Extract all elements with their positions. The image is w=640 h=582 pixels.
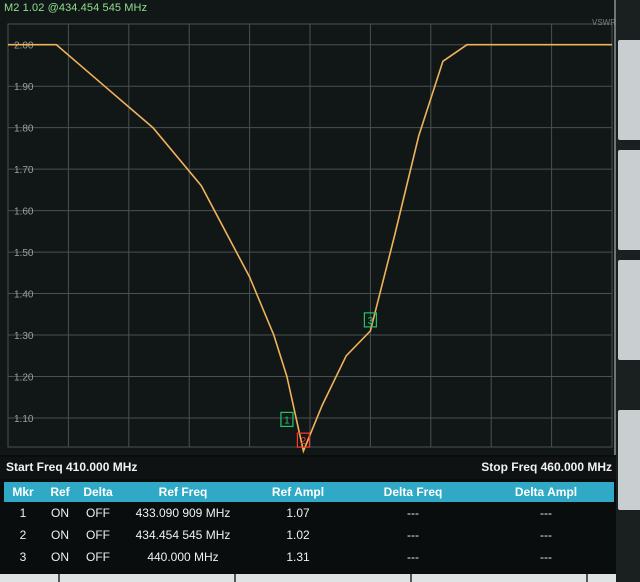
softkey-divider [586,574,588,582]
col-ref-freq: Ref Freq [118,482,248,502]
col-delta-ampl: Delta Ampl [478,482,614,502]
table-row[interactable]: 2 ON OFF 434.454 545 MHz 1.02 --- --- [4,524,614,546]
cell-delta-freq: --- [407,550,419,564]
col-mkr: Mkr [4,482,42,502]
cell-delta-ampl: --- [540,550,552,564]
cell-ref-freq: 440.000 MHz [147,550,219,564]
cell-ref: ON [51,506,69,520]
cell-ref-ampl: 1.02 [286,528,310,542]
marker-label: 2 [301,436,307,447]
y-tick-label: 1.20 [14,373,34,384]
softkey-1[interactable] [618,40,640,140]
table-row[interactable]: 1 ON OFF 433.090 909 MHz 1.07 --- --- [4,502,614,524]
cell-mkr: 1 [19,506,27,520]
softkey-4[interactable] [618,410,640,510]
col-delta-freq: Delta Freq [348,482,478,502]
cell-ref-freq: 433.090 909 MHz [135,506,231,520]
start-frequency[interactable]: Start Freq 410.000 MHz [6,460,138,474]
col-ref-ampl: Ref Ampl [248,482,348,502]
cell-mkr: 3 [19,550,27,564]
marker-box [280,411,294,428]
vswr-chart: 2.00 1.90 1.80 1.70 1.60 1.50 1.40 1.30 1.20 1.10… [7,23,613,454]
plot-area: 2.00 1.90 1.80 1.70 1.60 1.50 1.40 1.30 1.20 1.10… [4,0,616,455]
softkey-panel [616,0,640,582]
col-delta: Delta [78,482,118,502]
cell-ref: ON [51,550,69,564]
cell-delta-ampl: --- [540,506,552,520]
frequency-bar: Start Freq 410.000 MHz Stop Freq 460.000… [0,457,616,479]
softkey-divider [234,574,236,582]
y-tick-label: 1.60 [14,207,34,218]
y-tick-label: 1.30 [14,331,34,342]
cell-delta: OFF [86,528,110,542]
marker-table: Mkr Ref Delta Ref Freq Ref Ampl Delta Fr… [4,482,614,568]
softkey-bar [0,574,616,582]
marker-box [296,432,311,448]
cell-ref: ON [51,528,69,542]
y-tick-label: 1.90 [14,82,34,93]
stop-frequency[interactable]: Stop Freq 460.000 MHz [481,460,612,474]
y-tick-label: 1.10 [14,414,34,425]
cell-mkr: 2 [19,528,27,542]
softkey-2[interactable] [618,150,640,250]
marker-label: 1 [284,415,290,426]
y-tick-label: 1.70 [14,165,34,176]
marker-box [363,312,377,328]
cell-delta-freq: --- [407,506,419,520]
y-tick-label: 1.40 [14,290,34,301]
table-row[interactable]: 3 ON OFF 440.000 MHz 1.31 --- --- [4,546,614,568]
cell-ref-ampl: 1.07 [286,506,310,520]
cell-ref-ampl: 1.31 [286,550,310,564]
cell-delta: OFF [86,550,110,564]
cell-ref-freq: 434.454 545 MHz [135,528,231,542]
softkey-3[interactable] [618,260,640,360]
vswr-trace [8,43,612,454]
y-tick-label: 2.00 [14,41,34,52]
marker-label: 3 [368,316,374,327]
y-tick-label: 1.80 [14,124,34,135]
cell-delta: OFF [86,506,110,520]
col-ref: Ref [42,482,78,502]
softkey-divider [410,574,412,582]
cell-delta-ampl: --- [540,528,552,542]
trace-label: VSWR [592,18,616,27]
softkey-divider [58,574,60,582]
cell-delta-freq: --- [407,528,419,542]
marker-table-header: Mkr Ref Delta Ref Freq Ref Ampl Delta Fr… [4,482,614,502]
marker-readout: M2 1.02 @434.454 545 MHz [4,2,148,14]
y-tick-label: 1.50 [14,248,34,259]
